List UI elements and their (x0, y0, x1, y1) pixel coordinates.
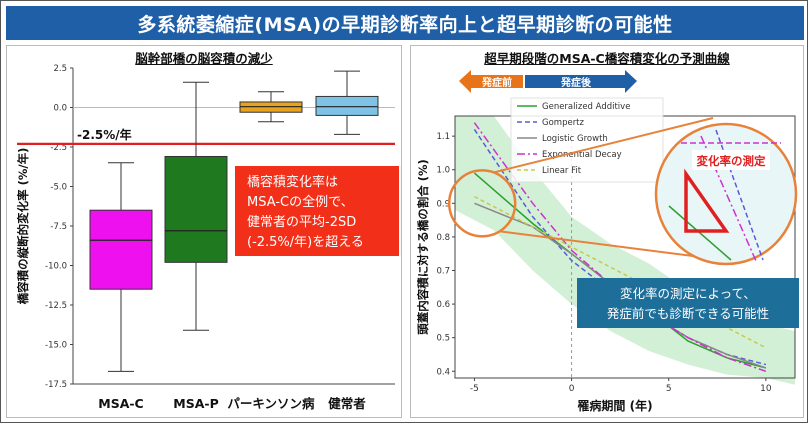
category-label: MSA-P (173, 396, 218, 411)
zoom-series-line (668, 205, 732, 261)
category-label: パーキンソン病 (227, 396, 315, 411)
y-tick-label: 0.7 (436, 267, 450, 277)
y-tick-label: 0.6 (436, 300, 450, 310)
y-tick-label: -12.5 (45, 301, 67, 311)
y-tick-label: -17.5 (45, 380, 67, 390)
y-tick-label: -15.0 (45, 341, 67, 351)
y-tick-label: -5.0 (50, 183, 67, 193)
threshold-label: -2.5%/年 (77, 127, 132, 142)
legend-entry: Logistic Growth (542, 134, 608, 144)
slide-title: 多系統萎縮症(MSA)の早期診断率向上と超早期診断の可能性 (6, 6, 804, 40)
measure-triangle (684, 168, 730, 233)
y-tick-label: 0.9 (436, 199, 450, 209)
y-tick-label: -2.5 (50, 143, 67, 153)
right-callout-line: 変化率の測定によって、 (620, 286, 756, 301)
category-label: MSA-C (98, 396, 143, 411)
box-iqr (89, 209, 153, 290)
legend-entry: Gompertz (542, 118, 585, 128)
box-パーキンソン病 (239, 91, 303, 123)
y-tick-label: 0.5 (436, 334, 450, 344)
legend-entry: Generalized Additive (542, 102, 630, 112)
right-callout: 変化率の測定によって、発症前でも診断できる可能性 (577, 278, 799, 328)
box-MSA-C (89, 162, 153, 372)
x-tick-label: -5 (470, 384, 479, 394)
left-callout: 橋容積変化率は MSA-Cの全例で、健常者の平均-2SD (-2.5%/年)を超える (235, 166, 399, 256)
focus-circle (447, 169, 517, 238)
zoom-circle (654, 122, 798, 266)
x-tick-label: 10 (760, 384, 772, 394)
x-axis-label: 罹病期間 (年) (577, 398, 652, 413)
y-tick-label: -10.0 (45, 262, 67, 272)
box-plot: 2.5 0.0 -2.5 -5.0 -7.5 -10.0 -12.5 -15.0 -17.5 橋容… (16, 64, 399, 411)
right-panel: 超早期段階のMSA-C橋容積変化の予測曲線 -5 0 5 10 0.4 0.5 0.6 0.7… (410, 45, 804, 418)
right-subtitle: 超早期段階のMSA-C橋容積変化の予測曲線 (484, 51, 730, 66)
box-iqr (164, 155, 228, 263)
left-subtitle: 脳幹部橋の脳容積の減少 (135, 51, 273, 66)
left-callout-line: 健常者の平均-2SD (247, 215, 356, 230)
zoom-label: 変化率の測定 (697, 154, 766, 168)
legend: Generalized Additive Gompertz Logistic Gro… (510, 97, 664, 183)
y-tick-label: 0.0 (53, 104, 67, 114)
left-callout-line: (-2.5%/年)を超える (247, 235, 364, 250)
legend-entry: Exponential Decay (542, 150, 622, 160)
box-MSA-P (164, 81, 228, 331)
line-plot: -5 0 5 10 0.4 0.5 0.6 0.7 0.8 0.9 1.0 1.1 罹病期間 (年) 頭蓋… (416, 70, 799, 413)
zoom-inset: 変化率の測定 (654, 122, 798, 266)
left-callout-line: 橋容積変化率は (247, 174, 338, 190)
zoom-label-bg (692, 150, 770, 170)
y-tick-label: 0.4 (436, 367, 450, 377)
y-tick-label: -7.5 (50, 222, 67, 232)
zoom-connector-bottom (500, 230, 694, 257)
zoom-connector-top (493, 117, 714, 174)
right-callout-box (577, 278, 799, 328)
category-label: 健常者 (328, 396, 366, 411)
right-callout-line: 発症前でも診断できる可能性 (607, 306, 769, 321)
y-tick-label: 1.1 (436, 132, 450, 142)
arrow-before-label: 発症前 (481, 76, 512, 89)
phase-arrows: 発症前 発症後 (459, 70, 637, 93)
box-健常者 (315, 70, 379, 135)
y-tick-label: 1.0 (436, 166, 450, 176)
legend-entry: Linear Fit (542, 166, 582, 176)
arrow-before (459, 70, 523, 93)
x-tick-label: 5 (666, 384, 672, 394)
left-callout-box (235, 166, 399, 256)
y-axis-label: 頭蓋内容積に対する橋の割合 (%) (416, 159, 430, 335)
left-panel: 脳幹部橋の脳容積の減少 2.5 0.0 -2.5 -5.0 -7.5 -10.0 -12.5… (6, 45, 402, 418)
zoom-series-line (715, 129, 764, 261)
arrow-after-label: 発症後 (560, 76, 592, 89)
y-tick-label: 2.5 (53, 64, 67, 74)
y-tick-label: 0.8 (436, 233, 450, 243)
x-tick-label: 0 (569, 384, 575, 394)
legend-box (510, 97, 664, 183)
arrow-after (525, 70, 637, 93)
box-iqr (315, 95, 379, 116)
y-axis-label: 橋容積の縦断的変化率 (%/年) (16, 148, 30, 305)
left-callout-line: MSA-Cの全例で、 (247, 194, 354, 210)
